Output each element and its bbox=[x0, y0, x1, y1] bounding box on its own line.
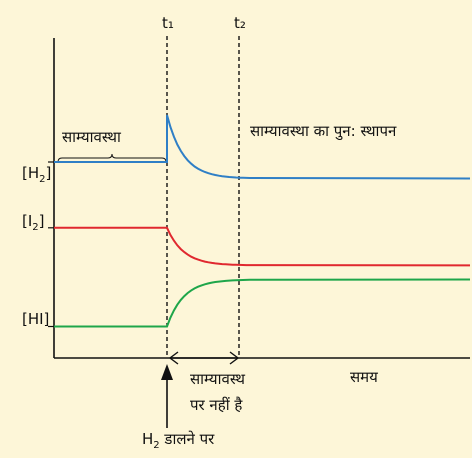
series-line-i2 bbox=[54, 226, 471, 267]
x-axis-label: समय bbox=[350, 368, 378, 386]
marker-label-t1: t₁ bbox=[162, 14, 174, 32]
annotation-not-equilibrium-line2: पर नहीं है bbox=[190, 396, 243, 414]
interval-arrow-left-head bbox=[168, 351, 179, 365]
series-label-hi: [HI] bbox=[22, 310, 49, 328]
series-line-h2 bbox=[54, 114, 471, 180]
series-line-hi bbox=[54, 278, 471, 328]
annotation-h2-added: H2 डालने पर bbox=[142, 430, 215, 451]
interval-arrow-right-head bbox=[229, 351, 240, 365]
h2-added-arrow-head bbox=[161, 364, 173, 380]
annotation-equilibrium: साम्यावस्था bbox=[62, 128, 122, 146]
series-label-i2: [I2] bbox=[22, 212, 45, 233]
annotation-not-equilibrium-line1: साम्यावस्थ bbox=[190, 370, 245, 388]
marker-label-t2: t₂ bbox=[234, 14, 246, 32]
equilibrium-brace bbox=[57, 153, 167, 163]
annotation-re-established: साम्यावस्था का पुन: स्थापन bbox=[250, 122, 397, 141]
series-label-h2: [H2] bbox=[22, 164, 51, 185]
